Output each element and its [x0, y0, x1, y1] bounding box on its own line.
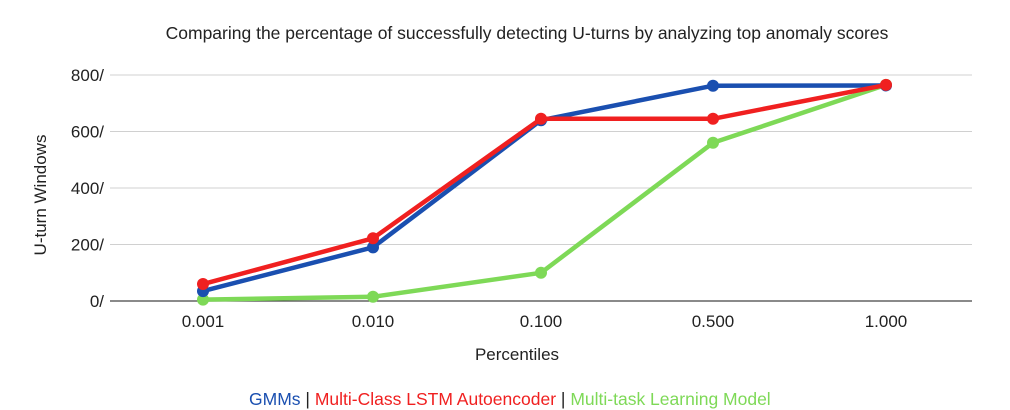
series-2	[197, 78, 892, 306]
chart-title: Comparing the percentage of successfully…	[166, 23, 889, 43]
gridlines	[110, 74, 972, 302]
x-tick-label: 0.500	[692, 312, 735, 331]
data-point	[535, 112, 547, 125]
x-tick-label: 0.010	[352, 312, 395, 331]
x-tick-label: 1.000	[865, 312, 908, 331]
legend: GMMs | Multi-Class LSTM Autoencoder | Mu…	[0, 368, 1010, 410]
data-point	[707, 79, 719, 92]
y-tick-label: 0/	[90, 292, 104, 311]
y-tick-label: 800/	[71, 66, 104, 85]
legend-separator: |	[300, 389, 315, 409]
data-point	[367, 232, 379, 245]
data-point	[707, 136, 719, 149]
x-axis-ticks: 0.001 0.010 0.100 0.500 1.000	[182, 312, 908, 331]
data-point	[707, 112, 719, 125]
data-point	[535, 266, 547, 279]
series-group	[197, 78, 892, 306]
legend-item-gmms: GMMs	[249, 389, 301, 409]
x-tick-label: 0.001	[182, 312, 225, 331]
data-point	[197, 278, 209, 291]
data-point	[197, 293, 209, 306]
legend-item-multitask-model: Multi-task Learning Model	[570, 389, 771, 409]
legend-item-lstm-autoencoder: Multi-Class LSTM Autoencoder	[314, 389, 557, 409]
y-tick-label: 200/	[71, 236, 104, 255]
y-tick-label: 400/	[71, 179, 104, 198]
data-point	[367, 290, 379, 303]
y-axis-label: U-turn Windows	[31, 135, 50, 256]
y-tick-label: 600/	[71, 123, 104, 142]
series-1	[197, 78, 892, 291]
data-point	[367, 241, 379, 254]
data-point	[880, 78, 892, 91]
y-axis-ticks: 0/200/400/600/800/	[71, 66, 104, 311]
legend-separator: |	[556, 389, 571, 409]
x-tick-label: 0.100	[520, 312, 563, 331]
x-axis-label: Percentiles	[475, 345, 559, 364]
